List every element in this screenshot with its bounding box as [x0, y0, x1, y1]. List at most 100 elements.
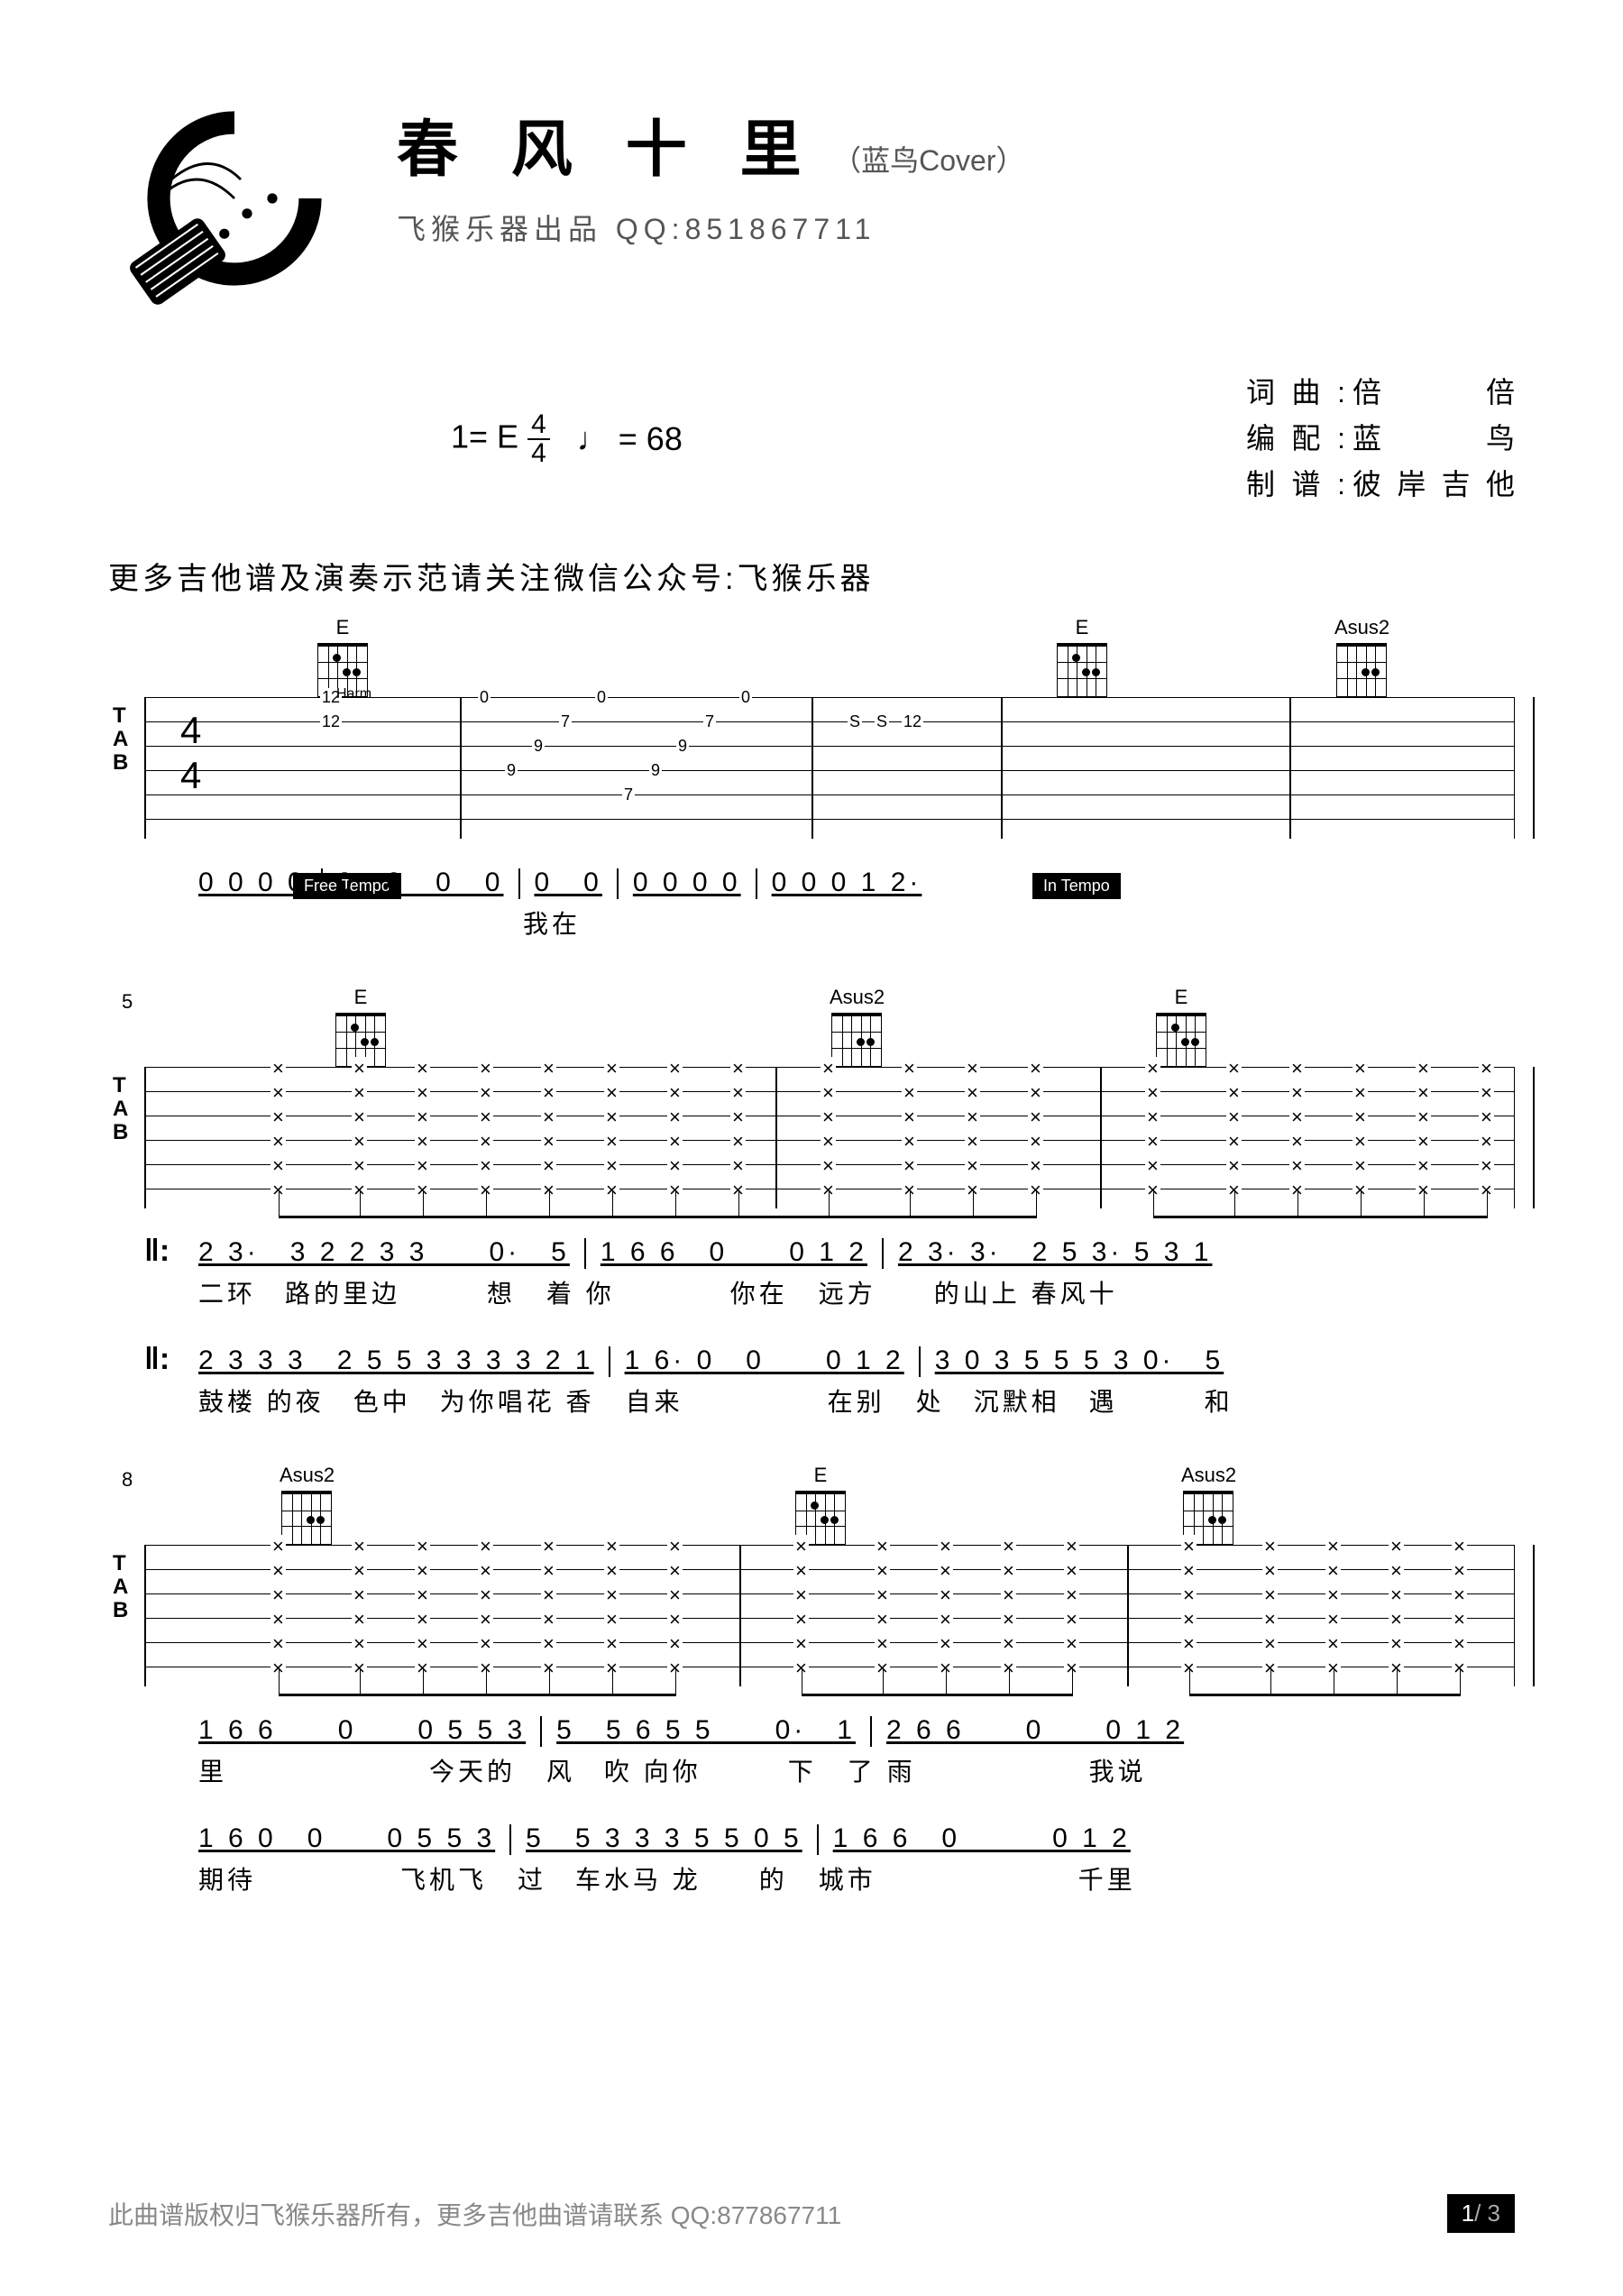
- strum-mark-icon: ×: [1262, 1632, 1278, 1656]
- credit-value: 倍 倍: [1352, 370, 1515, 416]
- strum-mark-icon: ×: [938, 1632, 953, 1656]
- credit-label: 编配:: [1246, 416, 1345, 462]
- strum-mark-icon: ×: [821, 1154, 836, 1178]
- beam: [279, 1216, 1036, 1218]
- tempo-note-icon: ♩: [577, 420, 610, 457]
- barline: [144, 697, 146, 839]
- strum-mark-icon: ×: [1416, 1081, 1431, 1105]
- beam: [1153, 1216, 1487, 1218]
- stem: [910, 1191, 911, 1218]
- strum-mark-icon: ×: [270, 1081, 286, 1105]
- strum-mark-icon: ×: [938, 1608, 953, 1631]
- jianpu-notes: 1 6 0 0 0 5 5 3: [198, 1823, 495, 1853]
- strum-mark-icon: ×: [541, 1154, 556, 1178]
- chord-grid-icon: [1156, 1013, 1206, 1067]
- strum-mark-icon: ×: [1452, 1632, 1467, 1656]
- strum-mark-icon: ×: [1452, 1584, 1467, 1607]
- tab-fret-number: 7: [703, 712, 716, 731]
- strum-mark-icon: ×: [1416, 1130, 1431, 1153]
- strum-mark-icon: ×: [875, 1608, 890, 1631]
- chord-grid-icon: [831, 1013, 882, 1067]
- strum-mark-icon: ×: [415, 1081, 430, 1105]
- strum-mark-icon: ×: [1262, 1559, 1278, 1583]
- lyric-text: 里 今天的: [198, 1758, 516, 1786]
- barline: [1533, 1067, 1535, 1208]
- stem: [1424, 1191, 1425, 1218]
- strum-mark-icon: ×: [1325, 1632, 1341, 1656]
- jianpu-barline: [518, 868, 520, 899]
- strum-mark-icon: ×: [604, 1057, 619, 1080]
- barline: [1289, 697, 1291, 839]
- jianpu-notes: 2 3 3 3 2 5 5 3 3 3 3 2 1: [198, 1345, 594, 1375]
- strum-mark-icon: ×: [541, 1057, 556, 1080]
- strum-mark-icon: ×: [1001, 1559, 1016, 1583]
- stem: [883, 1669, 884, 1696]
- timesig-bot: 4: [531, 440, 546, 467]
- jianpu-notes: 1 6 6 0 0 5 5 3: [198, 1715, 526, 1745]
- tab-clef-icon: TAB: [113, 1074, 128, 1144]
- barline: [460, 697, 462, 839]
- strum-mark-icon: ×: [965, 1130, 980, 1153]
- tab-fret-number: S: [875, 712, 889, 731]
- stem: [1361, 1191, 1362, 1218]
- tab-fret-number: 12: [320, 712, 342, 731]
- barline: [144, 1545, 146, 1686]
- strum-mark-icon: ×: [667, 1154, 683, 1178]
- stem: [1036, 1191, 1037, 1218]
- strum-mark-icon: ×: [1145, 1130, 1160, 1153]
- stem: [1487, 1191, 1488, 1218]
- strum-mark-icon: ×: [1416, 1106, 1431, 1129]
- chord-diagram: Asus2: [1181, 1464, 1235, 1545]
- strum-mark-icon: ×: [1064, 1559, 1079, 1583]
- strum-mark-icon: ×: [1262, 1608, 1278, 1631]
- strum-mark-icon: ×: [1226, 1057, 1242, 1080]
- strum-mark-icon: ×: [352, 1608, 367, 1631]
- strum-mark-icon: ×: [541, 1535, 556, 1558]
- stem: [279, 1669, 280, 1696]
- chord-name: E: [1154, 986, 1208, 1009]
- bar-number: 8: [122, 1468, 133, 1492]
- beam: [1189, 1694, 1460, 1696]
- strum-mark-icon: ×: [1028, 1057, 1043, 1080]
- strum-mark-icon: ×: [1262, 1535, 1278, 1558]
- strum-mark-icon: ×: [415, 1608, 430, 1631]
- jianpu-notes: 2 3· 3· 2 5 3· 5 3 1: [898, 1237, 1212, 1267]
- strum-mark-icon: ×: [1028, 1081, 1043, 1105]
- strum-mark-icon: ×: [1479, 1130, 1494, 1153]
- chord-name: E: [334, 986, 388, 1009]
- jianpu-row: 0 0 0 00 0 0 00 00 0 0 00 0 0 1 2· 我在: [144, 859, 1515, 941]
- footer: 此曲谱版权归飞猴乐器所有，更多吉他曲谱请联系 QQ:877867711 1/ 3: [108, 2194, 1515, 2233]
- strum-mark-icon: ×: [1028, 1154, 1043, 1178]
- strum-mark-icon: ×: [478, 1535, 493, 1558]
- credit-value: 彼岸吉他: [1352, 462, 1515, 508]
- repeat-sign-icon: ‖:: [144, 1342, 171, 1377]
- strum-mark-icon: ×: [793, 1584, 809, 1607]
- strum-mark-icon: ×: [821, 1057, 836, 1080]
- strum-mark-icon: ×: [1389, 1535, 1404, 1558]
- strum-mark-icon: ×: [902, 1106, 917, 1129]
- jianpu-row: ‖:2 3 3 3 2 5 5 3 3 3 3 2 11 6· 0 0 0 1 …: [144, 1337, 1515, 1419]
- strum-mark-icon: ×: [1352, 1106, 1368, 1129]
- barline: [739, 1545, 741, 1686]
- strum-mark-icon: ×: [1452, 1535, 1467, 1558]
- barline: [1100, 1067, 1102, 1208]
- key-label: 1= E: [451, 418, 518, 455]
- strum-mark-icon: ×: [667, 1559, 683, 1583]
- strum-mark-icon: ×: [541, 1608, 556, 1631]
- tab-fret-number: 0: [739, 688, 752, 707]
- stem: [1009, 1669, 1010, 1696]
- strum-mark-icon: ×: [415, 1559, 430, 1583]
- barline: [144, 1067, 146, 1208]
- strum-mark-icon: ×: [415, 1130, 430, 1153]
- strum-mark-icon: ×: [965, 1057, 980, 1080]
- strum-mark-icon: ×: [1262, 1584, 1278, 1607]
- strum-mark-icon: ×: [1001, 1535, 1016, 1558]
- chord-diagram: E: [1154, 986, 1208, 1067]
- stem: [1234, 1191, 1235, 1218]
- strum-mark-icon: ×: [270, 1535, 286, 1558]
- jianpu-notes: 3 0 3 5 5 5 3 0· 5: [935, 1345, 1224, 1375]
- strum-mark-icon: ×: [1226, 1130, 1242, 1153]
- key-tempo: 1= E 4 4 ♩ = 68: [451, 370, 683, 509]
- strum-mark-icon: ×: [1226, 1106, 1242, 1129]
- strum-mark-icon: ×: [965, 1154, 980, 1178]
